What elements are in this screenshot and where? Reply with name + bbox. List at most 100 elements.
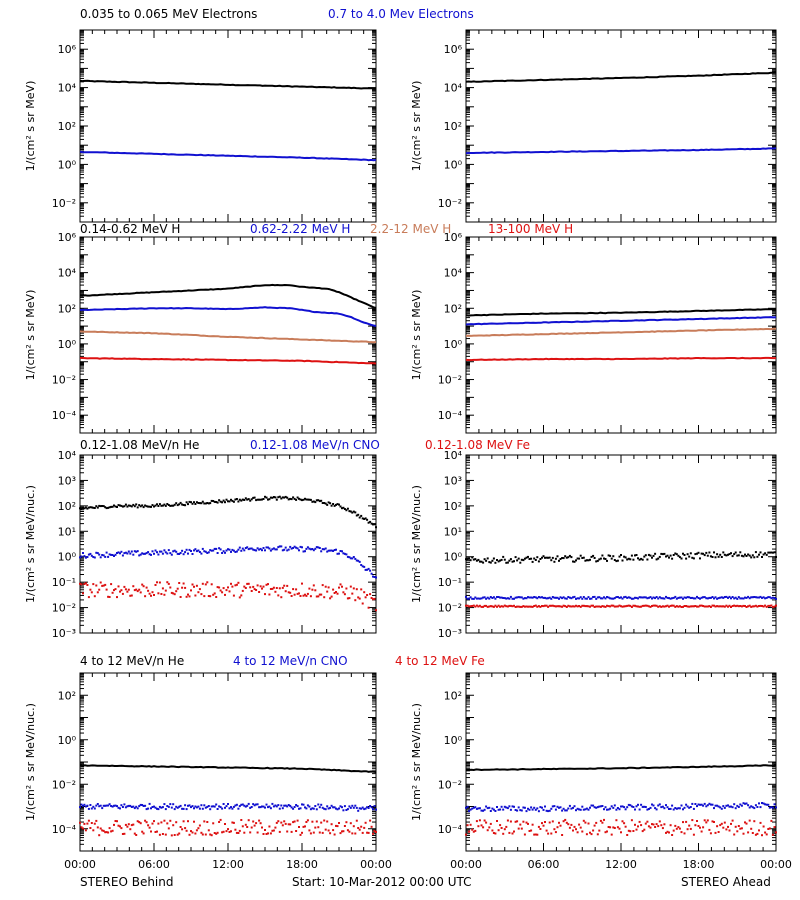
y-tick-label: 10⁰ [58,551,77,564]
y-tick-label: 10² [444,689,462,702]
series-ahead-1-black [465,71,777,83]
series-behind-2-red [79,356,377,365]
plot-frame [465,29,777,223]
series-behind-2-blue [79,306,377,327]
y-tick-label: 10⁴ [58,82,77,95]
plot-frame [79,672,377,852]
series-ahead-3-red [465,604,777,608]
plot-frame [79,454,377,634]
x-tick-label: 12:00 [212,858,244,871]
y-tick-label: 10² [58,120,76,133]
series-ahead-2-red [465,356,776,362]
y-tick-label: 10² [444,302,462,315]
series-behind-3-red [79,581,377,612]
series-ahead-4-black [465,764,777,772]
y-tick-label: 10² [58,689,76,702]
y-tick-label: 10⁻⁴ [438,823,463,836]
y-tick-label: 10⁴ [444,267,463,280]
behind-panel-1: 1/(cm² s sr MeV) 10⁻² 10⁰ 10² 10⁴ 10⁶ [24,29,377,223]
x-tick-label: 00:00 [450,858,482,871]
y-tick-label: 10⁻³ [52,627,76,640]
series-ahead-4-red [465,818,777,837]
series-behind-1-blue [79,150,377,162]
series-behind-2-black [79,283,377,309]
y-tick-label: 10¹ [58,525,76,538]
y-tick-label: 10² [444,500,462,513]
ahead-panel-4: 1/(cm² s sr MeV/nuc.) 10⁻⁴ 10⁻² 10⁰ 10² 00:00… [410,672,792,871]
series-ahead-4-blue [465,802,777,813]
y-tick-label: 10⁶ [58,231,77,244]
row-1: 0.035 to 0.065 MeV Electrons 0.7 to 4.0 M… [24,7,777,223]
legend-4-1: 4 to 12 MeV/n He [80,654,184,668]
plot-frame [465,672,777,852]
x-tick-label: 12:00 [605,858,637,871]
y-tick-label: 10⁻⁴ [52,409,77,422]
y-tick-label: 10⁻² [438,602,462,615]
y-axis-label: 1/(cm² s sr MeV) [24,81,37,172]
y-tick-label: 10⁻² [52,374,76,387]
y-axis-label: 1/(cm² s sr MeV/nuc.) [410,703,423,821]
series-ahead-2-black [465,308,776,317]
ahead-panel-2: 1/(cm² s sr MeV) 10⁻⁴ 10⁻² 10⁰ 10² 10⁴ 10⁶ [410,231,777,434]
legend-2-2: 0.62-2.22 MeV H [250,222,350,236]
y-axis-label: 1/(cm² s sr MeV) [410,290,423,381]
y-tick-label: 10⁻² [52,197,76,210]
series-behind-2-tan [79,330,377,344]
y-axis-label: 1/(cm² s sr MeV/nuc.) [410,485,423,603]
series-behind-4-red [79,818,377,837]
legend-3-3: 0.12-1.08 MeV Fe [425,438,530,452]
y-tick-label: 10² [444,120,462,133]
y-tick-label: 10⁶ [444,43,463,56]
row-2: 0.14-0.62 MeV H 0.62-2.22 MeV H 2.2-12 MeV… [24,222,777,434]
y-tick-label: 10⁻¹ [52,576,76,589]
y-tick-label: 10⁶ [444,231,463,244]
series-ahead-2-tan [465,327,776,337]
legend-1-1: 0.035 to 0.065 MeV Electrons [80,7,257,21]
legend-3-2: 0.12-1.08 MeV/n CNO [250,438,380,452]
x-tick-label: 06:00 [528,858,560,871]
y-tick-label: 10³ [444,474,462,487]
x-tick-label: 00:00 [760,858,792,871]
row-3: 0.12-1.08 MeV/n He 0.12-1.08 MeV/n CNO 0.1… [24,438,777,640]
behind-panel-4: 1/(cm² s sr MeV/nuc.) 10⁻⁴ 10⁻² 10⁰ 10² 00:00… [24,672,392,871]
y-tick-label: 10⁻⁴ [438,409,463,422]
y-tick-label: 10⁴ [444,82,463,95]
behind-panel-3: 1/(cm² s sr MeV/nuc.) 10⁻³ 10⁻² 10⁻¹ 10⁰ 10¹ 1… [24,449,377,640]
y-tick-label: 10⁻² [52,778,76,791]
legend-4-2: 4 to 12 MeV/n CNO [233,654,348,668]
plot-frame [465,454,777,634]
series-behind-3-blue [79,545,377,579]
x-tick-label: 18:00 [286,858,318,871]
x-tick-label: 18:00 [683,858,715,871]
behind-panel-2: 1/(cm² s sr MeV) 10⁻⁴ 10⁻² 10⁰ 10² 10⁴ 10⁶ [24,231,377,434]
y-tick-label: 10⁰ [58,158,77,171]
legend-4-3: 4 to 12 MeV Fe [395,654,485,668]
series-behind-3-black [79,495,377,529]
legend-2-4: 13-100 MeV H [488,222,573,236]
x-tick-label: 00:00 [64,858,96,871]
y-tick-label: 10⁰ [444,158,463,171]
series-ahead-1-blue [465,147,777,155]
y-tick-label: 10⁰ [58,734,77,747]
plot-frame [79,236,377,434]
y-tick-label: 10⁴ [58,267,77,280]
y-tick-label: 10⁶ [58,43,77,56]
y-tick-label: 10⁰ [444,551,463,564]
row-4: 4 to 12 MeV/n He 4 to 12 MeV/n CNO 4 to 12… [24,654,792,871]
plot-frame [79,29,377,223]
y-tick-label: 10⁻¹ [438,576,462,589]
y-tick-label: 10² [58,500,76,513]
legend-1-2: 0.7 to 4.0 Mev Electrons [328,7,474,21]
x-tick-label: 06:00 [138,858,170,871]
y-axis-label: 1/(cm² s sr MeV) [410,81,423,172]
series-behind-4-blue [79,802,377,812]
y-tick-label: 10⁻² [52,602,76,615]
y-tick-label: 10⁻² [438,374,462,387]
y-tick-label: 10¹ [444,525,462,538]
legend-2-3: 2.2-12 MeV H [370,222,451,236]
y-axis-label: 1/(cm² s sr MeV/nuc.) [24,485,37,603]
ahead-panel-3: 1/(cm² s sr MeV/nuc.) 10⁻³ 10⁻² 10⁻¹ 10⁰ 10¹ 1… [410,449,777,640]
ahead-panel-1: 1/(cm² s sr MeV) 10⁻² 10⁰ 10² 10⁴ 10⁶ [410,29,777,223]
y-tick-label: 10⁻⁴ [52,823,77,836]
